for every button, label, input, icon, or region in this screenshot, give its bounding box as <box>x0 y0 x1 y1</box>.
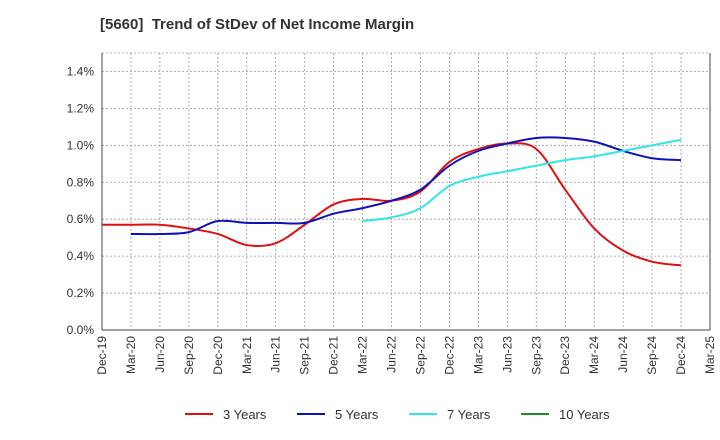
x-tick-label: Mar-23 <box>471 336 485 374</box>
x-tick-label: Jun-23 <box>500 336 514 373</box>
y-tick-label: 0.8% <box>67 175 95 189</box>
legend-label: 10 Years <box>559 407 610 422</box>
legend-label: 7 Years <box>447 407 491 422</box>
axes <box>101 53 711 331</box>
x-tick-label: Jun-24 <box>616 336 630 373</box>
x-tick-label: Dec-21 <box>327 336 341 375</box>
x-tick-label: Jun-21 <box>269 336 283 373</box>
x-tick-label: Sep-22 <box>413 336 427 375</box>
chart-title: [5660] Trend of StDev of Net Income Marg… <box>100 16 415 33</box>
grid-lines <box>102 52 710 330</box>
x-tick-label: Sep-20 <box>182 336 196 375</box>
legend: 3 Years 5 Years 7 Years 10 Years <box>185 407 610 422</box>
x-tick-label: Dec-22 <box>442 336 456 375</box>
x-tick-label: Mar-24 <box>587 336 601 374</box>
y-tick-label: 0.4% <box>67 249 95 263</box>
x-tick-label: Sep-21 <box>298 336 312 375</box>
y-tick-label: 0.0% <box>67 323 95 337</box>
y-tick-label: 1.0% <box>67 138 95 152</box>
series-line-7-years <box>362 138 682 223</box>
x-tick-label: Dec-23 <box>558 336 572 375</box>
x-tick-label: Jun-22 <box>385 336 399 373</box>
y-tick-label: 0.6% <box>67 212 95 226</box>
x-tick-label: Dec-20 <box>211 336 225 375</box>
x-tick-label: Mar-20 <box>124 336 138 374</box>
series-lines <box>102 136 682 267</box>
x-tick-label: Dec-24 <box>674 336 688 375</box>
y-tick-label: 1.4% <box>67 64 95 78</box>
x-tick-label: Dec-19 <box>95 336 109 375</box>
x-tick-label: Sep-23 <box>529 336 543 375</box>
legend-label: 3 Years <box>223 407 267 422</box>
legend-label: 5 Years <box>335 407 379 422</box>
x-tick-label: Mar-22 <box>356 336 370 374</box>
x-tick-label: Mar-25 <box>703 336 717 374</box>
x-tick-label: Sep-24 <box>645 336 659 375</box>
x-tick-label: Mar-21 <box>240 336 254 374</box>
y-tick-label: 1.2% <box>67 101 95 115</box>
x-tick-label: Jun-20 <box>153 336 167 373</box>
tick-labels: 0.0% 0.2% 0.4% 0.6% 0.8% 1.0% 1.2% 1.4% Dec-19 Ma… <box>67 64 717 374</box>
series-line-5-years <box>130 136 682 236</box>
y-tick-label: 0.2% <box>67 286 95 300</box>
